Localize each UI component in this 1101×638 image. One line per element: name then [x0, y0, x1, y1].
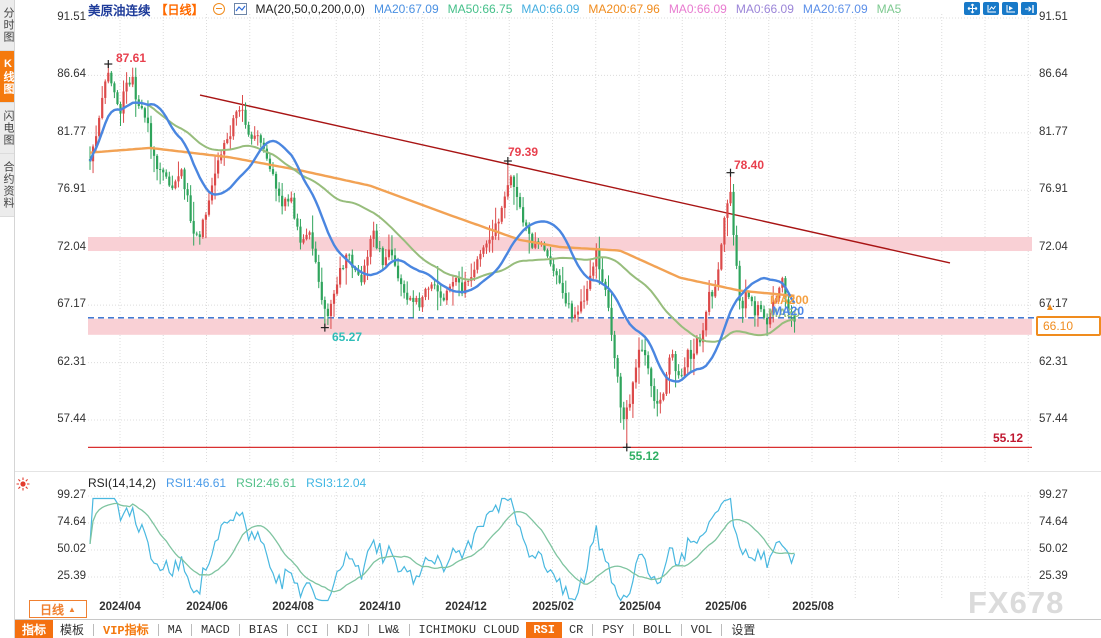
label-low-65-27: 65.27	[332, 330, 363, 344]
rsi-axis-right-label: 74.64	[1039, 516, 1068, 528]
tab-bias[interactable]: BIAS	[248, 622, 278, 637]
label-support-55-12: 55.12	[993, 431, 1024, 445]
price-axis-right-label: 76.91	[1039, 183, 1068, 196]
chart-toolbar	[964, 2, 1037, 15]
tab-settings[interactable]: 设置	[731, 624, 756, 638]
indicator-tabbar: 指标 模板 VIP指标 MA MACD BIAS CCI KDJ LW& ICH…	[15, 619, 1101, 638]
rsi2-value: RSI2:46.61	[236, 476, 297, 490]
sidebar-item-time-chart[interactable]: 分时图	[0, 0, 14, 51]
ma20-value-2: MA20:67.09	[802, 2, 868, 16]
tab-ma[interactable]: MA	[167, 622, 183, 637]
ma-settings-label: MA(20,50,0,200,0,0)	[255, 2, 365, 16]
date-axis-label: 2024/04	[99, 601, 141, 613]
price-axis-left-label: 67.17	[57, 298, 86, 311]
rsi-axis-right-label: 50.02	[1039, 543, 1068, 555]
sidebar-item-contract-info[interactable]: 合约资料	[0, 154, 14, 217]
rsi-axis-left-label: 74.64	[57, 516, 86, 528]
panel-divider	[15, 471, 1101, 472]
date-axis-label: 2024/10	[359, 601, 401, 613]
price-axis-left-label: 86.64	[57, 68, 86, 81]
symbol-title: 美原油连续	[88, 3, 151, 18]
price-axis-left-label: 57.44	[57, 413, 86, 425]
period-selector[interactable]: 日线 ▲	[29, 600, 87, 618]
date-axis-label: 2025/06	[705, 601, 747, 613]
price-axis-right-label: 91.51	[1039, 11, 1068, 23]
tab-boll[interactable]: BOLL	[642, 622, 672, 637]
period-tag: 【日线】	[155, 2, 204, 17]
label-peak-78-40: 78.40	[734, 158, 765, 172]
date-axis-label: 2024/12	[445, 601, 487, 613]
price-axis-right-label: 62.31	[1039, 355, 1068, 368]
price-axis-left-label: 91.51	[57, 11, 86, 23]
indicator-chart-icon	[233, 3, 247, 15]
rsi-axis-left-label: 25.39	[57, 570, 86, 582]
price-axis-left-label: 81.77	[57, 125, 86, 138]
tab-cr[interactable]: CR	[568, 622, 584, 637]
indicator-settings-sun-icon[interactable]	[16, 477, 30, 496]
rsi-axis-right-label: 99.27	[1039, 489, 1068, 501]
watermark: FX678	[968, 585, 1065, 620]
period-selector-label: 日线	[40, 602, 65, 617]
tab-indicators[interactable]: 指标	[15, 620, 54, 638]
tab-kdj[interactable]: KDJ	[337, 622, 359, 637]
chevron-up-icon: ▲	[68, 604, 76, 614]
rsi-axis-left-label: 50.02	[57, 543, 86, 555]
axis-fit-icon[interactable]	[983, 2, 999, 15]
ma200-value: MA200:67.96	[588, 2, 660, 16]
tab-vip-indicators[interactable]: VIP指标	[103, 624, 149, 638]
price-up-arrow-icon: ▲	[1045, 302, 1055, 313]
ma20-value: MA20:67.09	[373, 2, 439, 16]
price-axis-right-label: 81.77	[1039, 125, 1068, 138]
date-axis-label: 2024/06	[186, 601, 228, 613]
date-axis-label: 2025/08	[792, 601, 834, 613]
chart-header: 美原油连续 【日线】 MA(20,50,0,200,0,0) MA20:67.0…	[88, 1, 902, 18]
rsi-indicator-label: RSI(14,14,2)	[88, 476, 157, 490]
date-axis-label: 2025/02	[532, 601, 574, 613]
ma5-value: MA5	[876, 2, 902, 16]
sidebar-item-lightning-chart[interactable]: 闪电图	[0, 103, 14, 154]
move-icon[interactable]	[964, 2, 980, 15]
date-axis-label: 2025/04	[619, 601, 661, 613]
rsi3-value: RSI3:12.04	[306, 476, 367, 490]
rsi-axis-left-label: 99.27	[57, 489, 86, 501]
axis-play-icon[interactable]	[1002, 2, 1018, 15]
label-ma50-tag: MA50	[768, 306, 801, 320]
tab-lw[interactable]: LW&	[377, 622, 400, 637]
price-axis-right-label: 57.44	[1039, 413, 1068, 425]
label-high-87-61: 87.61	[116, 51, 147, 65]
current-price-badge: 66.10	[1036, 316, 1101, 336]
price-axis-right-label: 86.64	[1039, 68, 1068, 81]
tab-psy[interactable]: PSY	[602, 622, 624, 637]
label-peak-79-39: 79.39	[508, 145, 539, 159]
sidebar-item-kline-chart[interactable]: K线图	[0, 51, 14, 103]
ma50-value: MA50:66.75	[447, 2, 513, 16]
rsi1-value: RSI1:46.61	[166, 476, 227, 490]
label-low-55-12: 55.12	[629, 449, 660, 463]
ma0-value-2: MA0:66.09	[668, 2, 727, 16]
price-axis-left-label: 72.04	[57, 240, 86, 253]
tab-rsi[interactable]: RSI	[526, 621, 562, 638]
tab-vol[interactable]: VOL	[690, 622, 713, 637]
price-axis-right-label: 67.17	[1039, 298, 1068, 311]
rsi-header: RSI(14,14,2) RSI1:46.61 RSI2:46.61 RSI3:…	[88, 476, 366, 490]
label-ma200-tag: MA200	[770, 293, 809, 307]
label-ma20-tag: MA20	[772, 304, 805, 318]
collapse-circle-icon[interactable]	[212, 3, 225, 15]
tab-macd[interactable]: MACD	[201, 622, 230, 637]
ma0-value-3: MA0:66.09	[735, 2, 794, 16]
price-axis-left-label: 76.91	[57, 183, 86, 196]
ma0-value-1: MA0:66.09	[521, 2, 580, 16]
tab-ichimoku-cloud[interactable]: ICHIMOKU CLOUD	[418, 622, 520, 637]
date-axis-label: 2024/08	[272, 601, 314, 613]
chart-type-sidebar: 分时图 K线图 闪电图 合约资料	[0, 0, 15, 638]
tab-cci[interactable]: CCI	[296, 622, 319, 637]
rsi-axis-right-label: 25.39	[1039, 570, 1068, 582]
tab-templates[interactable]: 模板	[60, 624, 85, 638]
price-axis-right-label: 72.04	[1039, 240, 1068, 253]
collapse-right-icon[interactable]	[1021, 2, 1037, 15]
price-axis-left-label: 62.31	[57, 355, 86, 368]
